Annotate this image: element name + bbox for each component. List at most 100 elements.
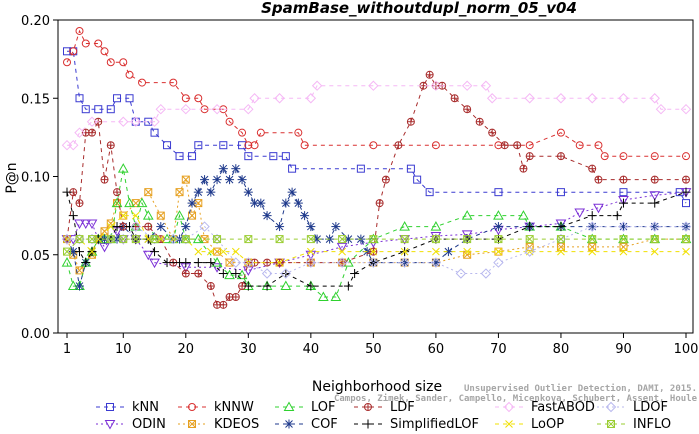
legend-marker-knnw [188, 403, 196, 411]
data-point-ldf [650, 175, 659, 184]
data-point-cof [287, 187, 297, 197]
data-point-ldof [230, 257, 242, 268]
data-point-lof [136, 197, 148, 208]
data-point-loop [588, 247, 597, 256]
data-point-ldf [513, 141, 522, 150]
data-point-knnw [650, 152, 659, 161]
data-point-knnw [69, 47, 78, 56]
data-point-knnw [294, 128, 303, 137]
data-point-simplifiedlof [350, 269, 360, 279]
data-point-ldof [199, 221, 210, 232]
data-point-inflo [494, 235, 503, 244]
x-tick-label: 60 [428, 342, 445, 357]
data-point-knnw [194, 94, 203, 103]
data-point-ldf [113, 188, 122, 197]
data-point-ldf [381, 175, 390, 184]
data-point-simplifiedlof [262, 281, 272, 291]
data-point-inflo [400, 235, 409, 244]
data-point-lof [430, 221, 442, 231]
data-point-knn [413, 175, 422, 184]
data-point-ldof [130, 221, 141, 232]
data-point-inflo [463, 235, 472, 244]
data-point-fastabod [486, 93, 498, 104]
legend-item-knnw: kNNW [178, 400, 254, 415]
data-point-ldof [493, 257, 504, 268]
data-point-knnw [100, 47, 109, 56]
data-point-knnw [256, 128, 265, 137]
series-ldf [63, 70, 690, 309]
data-point-loop [119, 211, 128, 220]
legend-item-lof: LOF [275, 400, 336, 415]
data-point-ldof [243, 257, 254, 268]
series-line-inflo [66, 238, 686, 252]
data-point-knnw [138, 78, 147, 87]
data-point-loop [494, 247, 503, 256]
data-point-fastabod [86, 116, 98, 127]
data-point-knn [194, 141, 203, 150]
data-point-knn [682, 199, 690, 208]
data-point-cof [75, 281, 85, 291]
data-point-simplifiedlof [343, 281, 353, 291]
data-point-loop [338, 247, 346, 256]
data-point-knnw [75, 26, 84, 35]
data-point-knnw [238, 128, 247, 137]
legend-marker-ldf [364, 403, 372, 411]
data-point-cof [225, 175, 235, 185]
data-point-knnw [525, 141, 534, 150]
data-point-ldf [425, 70, 434, 79]
data-point-fastabod [180, 103, 192, 115]
legend-marker-fastabod [503, 401, 515, 413]
data-point-odin [649, 191, 661, 201]
data-point-kdeos [175, 188, 184, 197]
legend-marker-odin [104, 420, 116, 430]
data-point-ldf [75, 199, 84, 208]
data-point-knnw [431, 141, 440, 150]
data-point-knnw [250, 141, 259, 150]
data-point-knn [63, 47, 71, 56]
data-point-ldof [261, 268, 273, 279]
data-point-ldof [480, 268, 492, 279]
data-point-knnw [181, 94, 190, 103]
data-point-cof [306, 222, 316, 232]
data-point-ldf [106, 141, 115, 150]
data-point-knn [188, 152, 197, 161]
data-point-cof [275, 222, 285, 232]
data-point-ldof [61, 233, 73, 245]
series-fastabod [61, 80, 692, 151]
data-point-simplifiedlof [218, 269, 228, 279]
x-axis-label: Neighborhood size [312, 379, 442, 395]
data-point-knn [131, 117, 140, 126]
data-point-knnw [244, 141, 253, 150]
data-point-ldf [519, 164, 528, 173]
data-point-simplifiedlof [587, 211, 597, 221]
data-point-cof [231, 164, 241, 174]
data-point-lof [111, 197, 123, 208]
x-tick-label: 20 [178, 342, 195, 357]
legend-item-cof: COF [275, 417, 338, 432]
data-point-fastabod [480, 80, 492, 91]
x-axis: 1 10 20 30 40 50 60 70 80 90 100 [63, 333, 698, 357]
data-point-knn [75, 94, 84, 103]
data-point-lof [493, 210, 504, 220]
data-point-knnw [81, 39, 90, 48]
y-tick-label: 0.05 [21, 249, 50, 264]
data-point-loop [619, 247, 628, 256]
data-point-inflo [650, 235, 659, 244]
series-lof [61, 163, 692, 302]
data-point-ldof [587, 221, 598, 232]
data-point-cof [218, 164, 228, 174]
data-point-odin [593, 203, 604, 214]
data-point-simplifiedlof [68, 211, 78, 221]
legend-marker-knn [106, 403, 114, 411]
data-point-cof [331, 222, 341, 232]
data-point-lof [117, 163, 129, 173]
data-point-fastabod [74, 127, 85, 138]
data-point-odin [99, 242, 110, 253]
data-point-simplifiedlof [556, 222, 566, 232]
data-point-lof [461, 210, 473, 220]
data-point-lof [174, 210, 185, 220]
data-point-cof [206, 187, 216, 197]
data-point-knnw [575, 141, 584, 150]
data-point-ldf [475, 117, 484, 126]
data-point-knn [219, 141, 228, 150]
